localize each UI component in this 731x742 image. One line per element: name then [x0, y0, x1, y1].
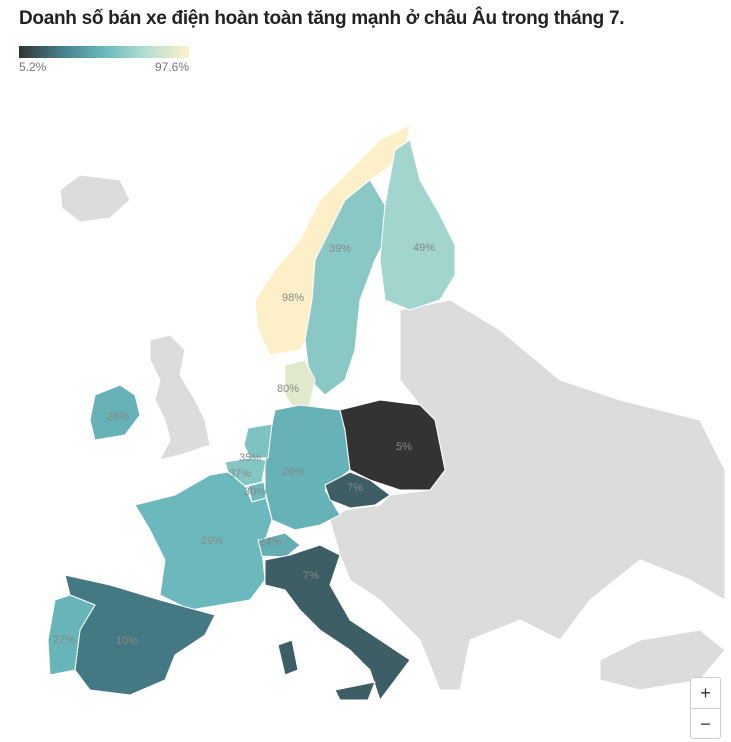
land	[59, 174, 131, 223]
region-label: 26%	[107, 411, 129, 423]
region-label: 7%	[347, 482, 363, 494]
country	[243, 423, 273, 459]
zoom-out-button[interactable]: −	[700, 714, 711, 734]
region-label: 7%	[303, 570, 319, 582]
land	[599, 629, 726, 691]
country	[339, 399, 446, 491]
region-label: 30%	[244, 486, 266, 498]
region-label: 24%	[259, 536, 281, 548]
region-label: 5%	[396, 441, 412, 453]
legend-max: 97.6%	[154, 60, 189, 74]
region-label: 35%	[239, 452, 261, 464]
region-label: 80%	[277, 383, 299, 395]
region-label: 29%	[201, 535, 223, 547]
country	[257, 532, 301, 558]
region-label: 27%	[53, 634, 75, 646]
region-label: 49%	[413, 242, 435, 254]
country	[264, 404, 351, 531]
country	[89, 384, 141, 441]
country	[379, 139, 456, 311]
legend-min: 5.2%	[19, 60, 47, 74]
country	[304, 179, 391, 396]
legend-gradient	[19, 46, 189, 58]
country	[264, 544, 411, 702]
region-label: 10%	[116, 635, 138, 647]
region-label: 39%	[329, 243, 351, 255]
region-label: 37%	[229, 468, 251, 480]
region-label: 98%	[282, 292, 304, 304]
zoom-in-button[interactable]: +	[691, 678, 720, 709]
country	[284, 359, 316, 411]
country	[47, 594, 96, 676]
region-label: 26%	[282, 466, 304, 478]
map-title: Doanh số bán xe điện hoàn toàn tăng mạnh…	[19, 8, 625, 29]
land	[149, 334, 211, 461]
zoom-control: + −	[690, 677, 721, 739]
country	[324, 471, 391, 509]
